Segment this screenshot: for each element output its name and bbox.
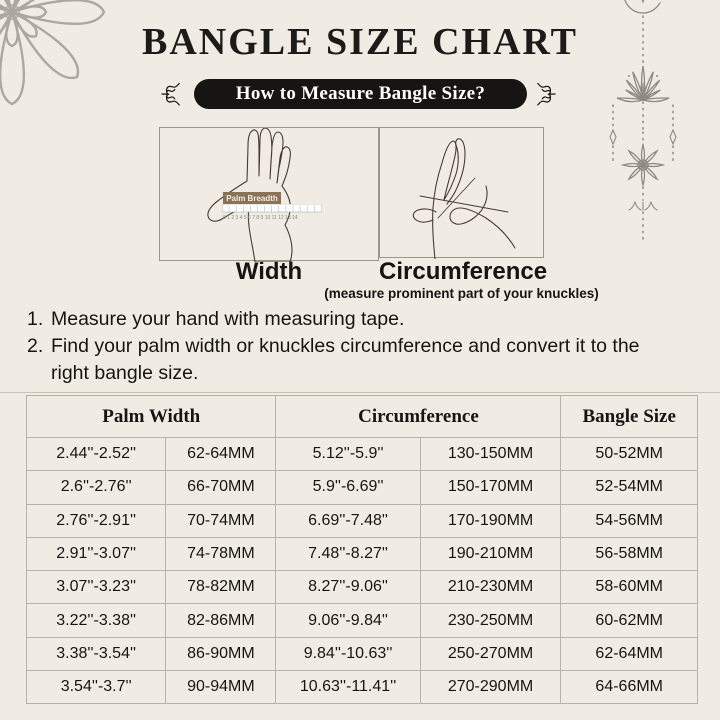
- svg-text:0 1 2 3 4 5 6 7 8 9 10 11 12 1: 0 1 2 3 4 5 6 7 8 9 10 11 12 13 14: [223, 215, 298, 220]
